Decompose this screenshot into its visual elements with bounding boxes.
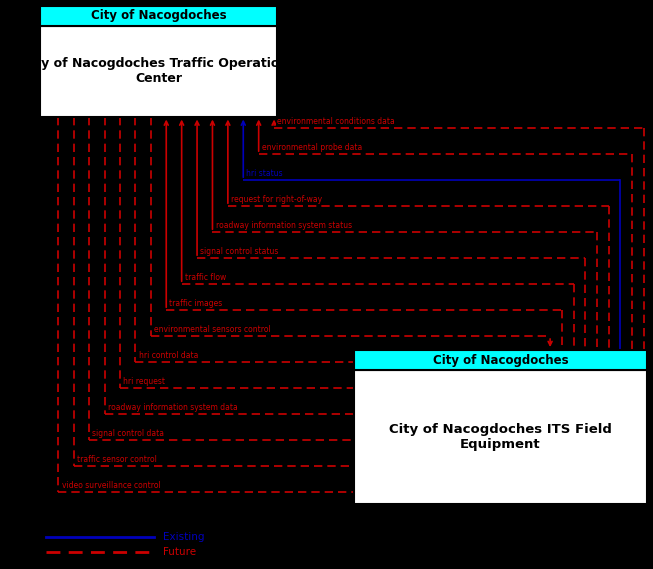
Text: signal control status: signal control status <box>200 248 279 257</box>
Text: traffic flow: traffic flow <box>185 273 226 282</box>
Text: roadway information system status: roadway information system status <box>215 221 352 230</box>
Text: signal control data: signal control data <box>92 430 165 439</box>
Text: City of Nacogdoches ITS Field
Equipment: City of Nacogdoches ITS Field Equipment <box>389 423 612 451</box>
Text: traffic images: traffic images <box>169 299 223 308</box>
Text: hri control data: hri control data <box>138 352 198 360</box>
Text: request for right-of-way: request for right-of-way <box>231 195 322 204</box>
Text: traffic sensor control: traffic sensor control <box>77 455 157 464</box>
Text: Existing: Existing <box>163 532 204 542</box>
Text: hri status: hri status <box>246 170 283 178</box>
Text: environmental conditions data: environmental conditions data <box>277 117 395 126</box>
Bar <box>40 6 277 26</box>
Text: City of Nacogdoches: City of Nacogdoches <box>91 10 227 22</box>
Text: City of Nacogdoches Traffic Operations
Center: City of Nacogdoches Traffic Operations C… <box>22 57 295 85</box>
Text: City of Nacogdoches: City of Nacogdoches <box>433 354 568 366</box>
Text: Future: Future <box>163 547 197 557</box>
Text: video surveillance control: video surveillance control <box>61 481 160 490</box>
Text: environmental probe data: environmental probe data <box>262 143 362 152</box>
Text: environmental sensors control: environmental sensors control <box>154 325 271 335</box>
Bar <box>40 26 277 117</box>
Text: hri request: hri request <box>123 377 165 386</box>
Bar <box>354 370 647 504</box>
Text: roadway information system data: roadway information system data <box>108 403 238 413</box>
Bar <box>354 350 647 370</box>
